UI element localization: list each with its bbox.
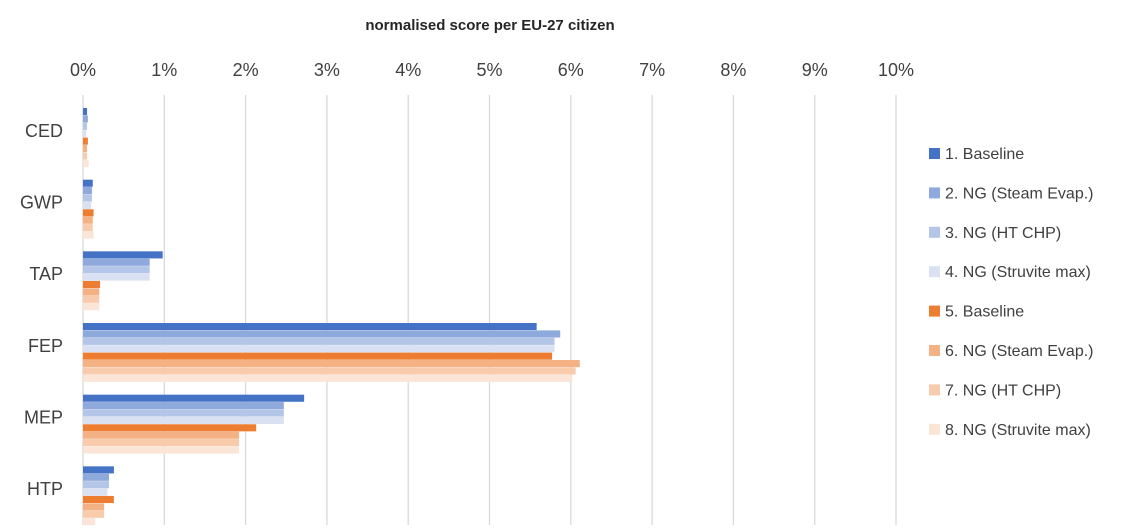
- x-tick-label: 9%: [802, 60, 828, 80]
- legend: 1. Baseline 2. NG (Steam Evap.) 3. NG (HT …: [929, 146, 1094, 439]
- bar: [83, 145, 88, 153]
- bar: [83, 330, 561, 338]
- bar: [83, 187, 92, 195]
- bar: [83, 159, 89, 167]
- bar: [83, 251, 163, 259]
- bar: [83, 280, 101, 289]
- bar: [83, 288, 100, 296]
- legend-swatch: [929, 384, 940, 396]
- x-tick-label: 5%: [476, 60, 502, 80]
- bar: [83, 352, 553, 360]
- bar: [83, 122, 88, 130]
- x-tick-label: 10%: [878, 60, 914, 80]
- bar: [83, 137, 88, 145]
- bar: [83, 130, 87, 138]
- bar: [83, 416, 284, 424]
- category-label: FEP: [28, 336, 63, 356]
- x-tick-label: 1%: [151, 60, 177, 80]
- category-labels: CED GWP TAP FEP MEP HTP: [20, 121, 63, 499]
- legend-label: 5. Baseline: [945, 304, 1024, 321]
- category-label: MEP: [24, 408, 63, 428]
- category-label: HTP: [27, 479, 63, 499]
- bar: [83, 115, 88, 123]
- x-tick-label: 4%: [395, 60, 421, 80]
- bar: [83, 495, 114, 504]
- bar: [83, 473, 110, 481]
- bar: [83, 446, 240, 454]
- bar: [83, 518, 96, 526]
- legend-swatch: [929, 187, 940, 199]
- bar: [83, 503, 105, 511]
- bar: [83, 424, 257, 432]
- x-tick-label: 8%: [720, 60, 746, 80]
- bar: [83, 481, 110, 489]
- bar: [83, 194, 92, 202]
- legend-label: 6. NG (Steam Evap.): [945, 343, 1094, 360]
- bar: [83, 273, 150, 281]
- chart-title: normalised score per EU-27 citizen: [365, 17, 614, 34]
- bar: [83, 216, 93, 224]
- bar: [83, 201, 92, 209]
- legend-label: 2. NG (Steam Evap.): [945, 185, 1094, 202]
- legend-swatch: [929, 226, 940, 238]
- bar: [83, 152, 88, 160]
- bar: [83, 345, 555, 353]
- legend-label: 4. NG (Struvite max): [945, 264, 1091, 281]
- x-tick-label: 7%: [639, 60, 665, 80]
- bar: [83, 402, 284, 410]
- category-label: CED: [25, 121, 63, 141]
- bar: [83, 374, 573, 382]
- x-tick-label: 6%: [558, 60, 584, 80]
- bar: [83, 394, 305, 402]
- x-axis-tick-labels: 0% 1% 2% 3% 4% 5% 6% 7% 8% 9% 10%: [70, 60, 914, 80]
- bar: [83, 488, 108, 496]
- legend-swatch: [929, 305, 940, 317]
- x-tick-label: 2%: [233, 60, 259, 80]
- bar: [83, 409, 284, 417]
- legend-label: 3. NG (HT CHP): [945, 225, 1061, 242]
- bars: [83, 108, 580, 526]
- bar: [83, 258, 150, 266]
- x-tick-label: 0%: [70, 60, 96, 80]
- legend-label: 8. NG (Struvite max): [945, 422, 1091, 439]
- bar: [83, 295, 100, 303]
- bar: [83, 108, 88, 116]
- gridlines: [82, 95, 897, 525]
- legend-swatch: [929, 266, 940, 278]
- legend-label: 1. Baseline: [945, 146, 1024, 163]
- bar: [83, 510, 105, 518]
- legend-swatch: [929, 345, 940, 356]
- bar: [83, 367, 576, 375]
- bar: [83, 303, 100, 311]
- bar: [83, 466, 114, 474]
- legend-label: 7. NG (HT CHP): [945, 382, 1061, 399]
- bar: [83, 360, 580, 368]
- legend-swatch: [929, 423, 940, 435]
- bar: [83, 231, 94, 239]
- category-label: GWP: [20, 193, 63, 213]
- bar: [83, 209, 94, 217]
- bar: [83, 179, 93, 187]
- x-tick-label: 3%: [314, 60, 340, 80]
- bar: [83, 431, 240, 439]
- bar: [83, 323, 537, 331]
- bar: [83, 224, 93, 232]
- legend-swatch: [929, 148, 940, 159]
- bar: [83, 266, 150, 274]
- category-label: TAP: [29, 264, 63, 284]
- bar: [83, 337, 555, 345]
- bar: [83, 439, 240, 447]
